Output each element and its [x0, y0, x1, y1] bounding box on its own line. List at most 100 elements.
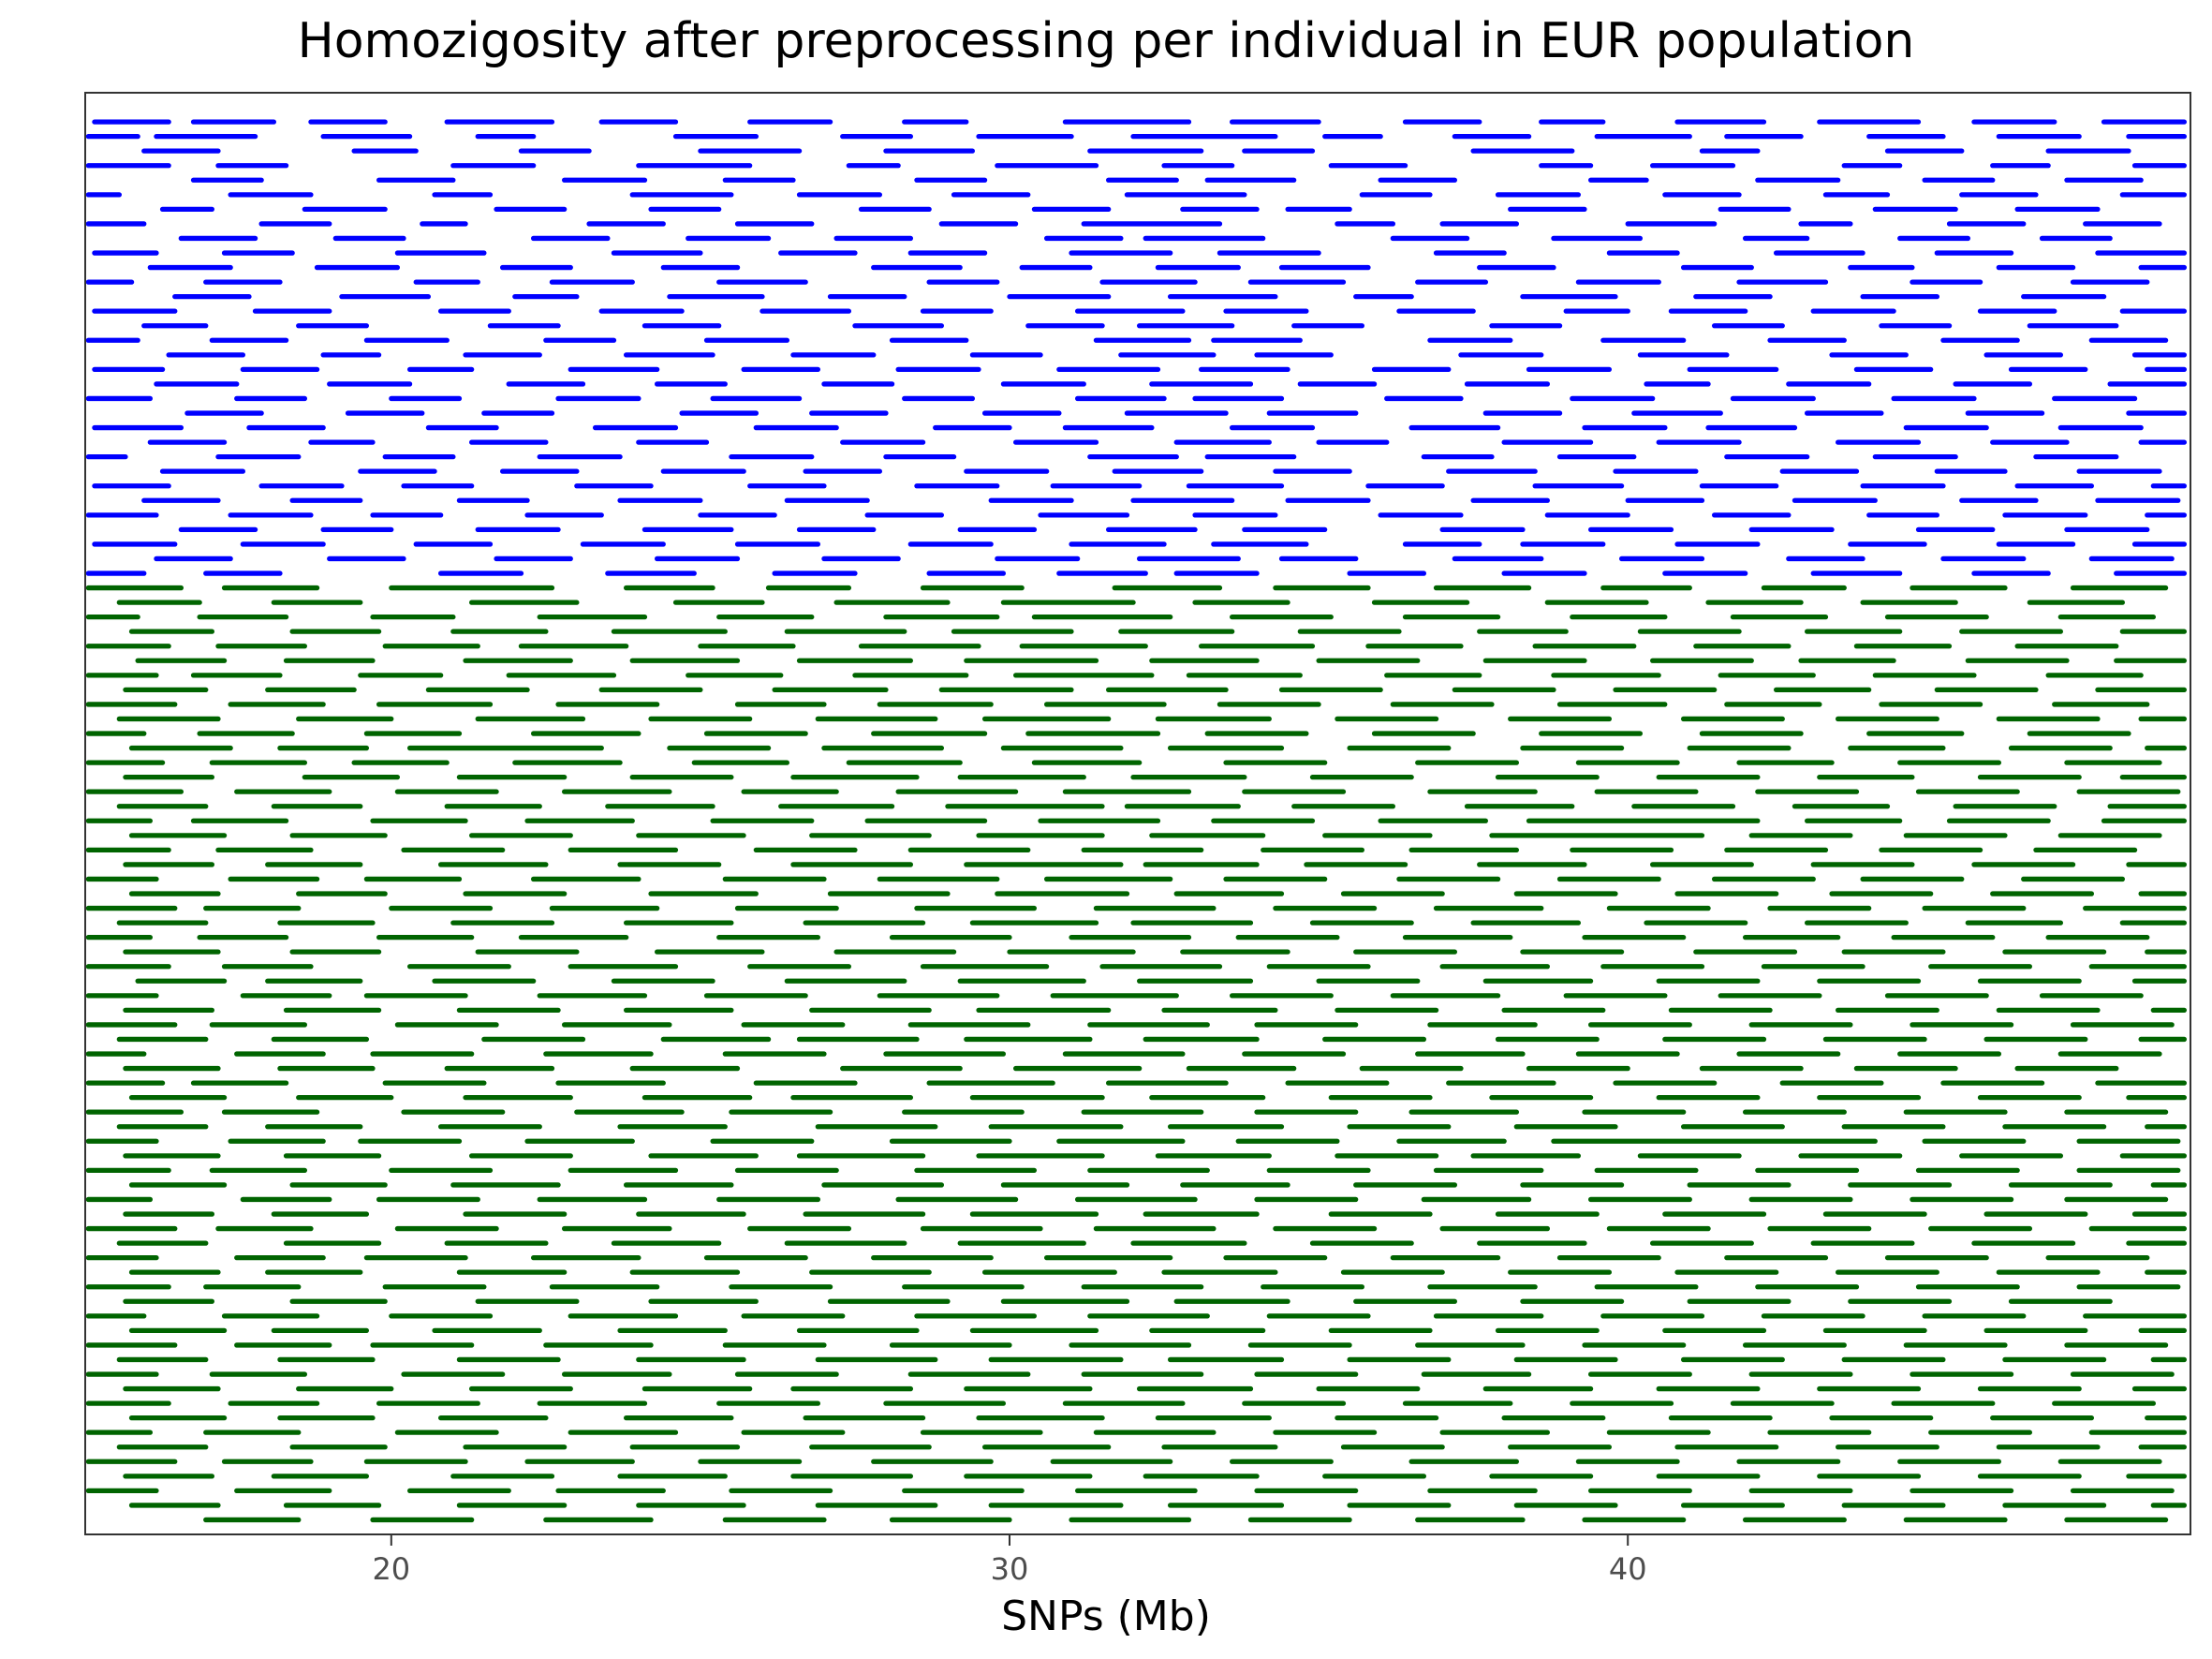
green-homozygosity-segment [1415, 1342, 1526, 1348]
blue-homozygosity-segment [1866, 512, 1939, 518]
green-homozygosity-segment [289, 1182, 388, 1188]
green-homozygosity-segment [469, 1153, 573, 1159]
green-homozygosity-segment [617, 1124, 728, 1130]
blue-homozygosity-segment [1817, 119, 1922, 125]
green-homozygosity-segment [1681, 1356, 1785, 1363]
green-homozygosity-segment [2114, 658, 2187, 663]
green-homozygosity-segment [2150, 1503, 2187, 1508]
blue-homozygosity-segment [92, 119, 171, 125]
green-homozygosity-segment [1551, 673, 1661, 678]
blue-homozygosity-segment [92, 541, 178, 547]
green-homozygosity-segment [283, 1240, 382, 1246]
green-homozygosity-segment [370, 1342, 475, 1348]
green-homozygosity-segment [1508, 716, 1612, 722]
green-homozygosity-segment [667, 745, 772, 751]
green-homozygosity-segment [1650, 658, 1754, 663]
green-homozygosity-segment [1748, 833, 1853, 838]
green-homozygosity-segment [85, 760, 166, 765]
green-homozygosity-segment [85, 731, 147, 736]
blue-homozygosity-segment [2027, 323, 2119, 329]
green-homozygosity-segment [85, 818, 153, 823]
green-homozygosity-segment [1316, 1385, 1421, 1392]
blue-homozygosity-segment [2064, 177, 2144, 183]
green-homozygosity-segment [518, 935, 629, 941]
blue-homozygosity-segment [1062, 424, 1155, 431]
green-homozygosity-segment [2138, 716, 2187, 722]
green-homozygosity-segment [920, 585, 1025, 591]
green-homozygosity-segment [988, 1124, 1124, 1130]
green-homozygosity-segment [636, 1211, 746, 1217]
green-homozygosity-segment [1335, 1153, 1439, 1159]
x-axis: 20 30 40 [372, 1534, 1647, 1587]
green-homozygosity-segment [1891, 935, 1996, 941]
green-homozygosity-segment [1161, 1007, 1278, 1013]
green-homozygosity-segment [394, 789, 499, 794]
green-homozygosity-segment [1662, 1327, 1767, 1333]
green-homozygosity-segment [2064, 1342, 2169, 1348]
green-homozygosity-segment [394, 1022, 499, 1028]
blue-homozygosity-segment [1699, 483, 1779, 489]
green-homozygosity-segment [376, 1400, 480, 1406]
green-homozygosity-segment [1650, 1240, 1754, 1246]
blue-homozygosity-segment [1687, 366, 1779, 372]
green-homozygosity-segment [234, 1051, 326, 1057]
blue-homozygosity-segment [1705, 424, 1798, 431]
green-homozygosity-segment [611, 1240, 722, 1246]
green-homozygosity-segment [1582, 1109, 1687, 1115]
blue-homozygosity-segment [154, 555, 233, 562]
green-homozygosity-segment [2145, 1269, 2187, 1275]
green-homozygosity-segment [271, 1474, 369, 1479]
blue-homozygosity-segment [184, 410, 264, 416]
blue-homozygosity-segment [1230, 424, 1316, 431]
green-homozygosity-segment [1230, 1459, 1334, 1464]
green-homozygosity-segment [1841, 1124, 1946, 1130]
green-homozygosity-segment [2131, 978, 2187, 984]
green-homozygosity-segment [1879, 847, 1983, 852]
green-homozygosity-segment [1217, 702, 1321, 707]
blue-homozygosity-segment [895, 366, 981, 372]
green-homozygosity-segment [1779, 1080, 1884, 1086]
green-homozygosity-segment [1427, 1022, 1538, 1028]
blue-homozygosity-segment [1556, 454, 1637, 460]
green-homozygosity-segment [877, 702, 994, 707]
blue-homozygosity-segment [1359, 192, 1433, 198]
green-homozygosity-segment [444, 1065, 555, 1072]
blue-homozygosity-segment [951, 192, 1031, 198]
blue-homozygosity-segment [475, 526, 561, 532]
green-homozygosity-segment [1495, 1036, 1600, 1043]
green-homozygosity-segment [1915, 1167, 2020, 1173]
green-homozygosity-segment [1031, 615, 1173, 620]
green-homozygosity-segment [1848, 745, 1946, 751]
green-homozygosity-segment [135, 658, 228, 663]
blue-homozygosity-segment [964, 468, 1050, 474]
green-homozygosity-segment [1439, 1225, 1550, 1232]
green-homozygosity-segment [729, 1284, 833, 1290]
green-homozygosity-segment [2070, 1371, 2175, 1377]
green-homozygosity-segment [1415, 760, 1519, 765]
blue-homozygosity-segment [920, 308, 994, 314]
green-homozygosity-segment [2070, 1488, 2175, 1493]
blue-homozygosity-segment [215, 454, 302, 460]
green-homozygosity-segment [1588, 1022, 1692, 1028]
blue-homozygosity-segment [1273, 468, 1352, 474]
blue-homozygosity-segment [1173, 439, 1272, 445]
green-homozygosity-segment [1421, 1371, 1532, 1377]
green-homozygosity-segment [1149, 833, 1266, 838]
green-homozygosity-segment [938, 687, 1074, 692]
green-homozygosity-segment [1965, 658, 2070, 663]
green-homozygosity-segment [1427, 1284, 1538, 1290]
green-homozygosity-segment [1743, 1517, 1847, 1523]
blue-homozygosity-segment [370, 512, 444, 518]
green-homozygosity-segment [128, 629, 214, 634]
green-homozygosity-segment [1235, 935, 1340, 941]
green-homozygosity-segment [2138, 1036, 2187, 1043]
blue-homozygosity-segment [655, 381, 728, 387]
green-homozygosity-segment [376, 702, 494, 707]
green-homozygosity-segment [2076, 1284, 2181, 1290]
blue-homozygosity-segment [1662, 570, 1748, 576]
blue-homozygosity-segment [617, 497, 703, 503]
green-homozygosity-segment [1712, 876, 1816, 882]
blue-homozygosity-segment [2131, 163, 2187, 169]
green-homozygosity-segment [221, 1313, 320, 1319]
blue-homozygosity-segment [784, 497, 870, 503]
